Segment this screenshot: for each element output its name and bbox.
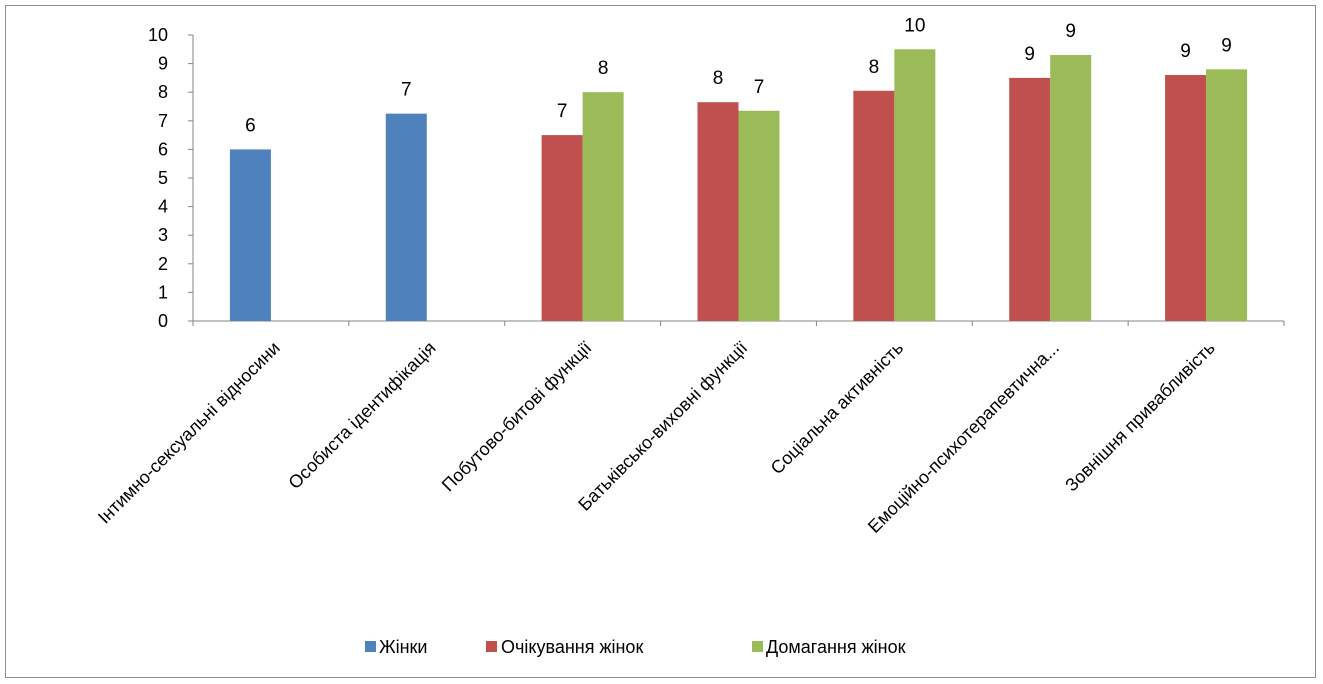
chart-frame — [5, 5, 1316, 678]
data-label: 9 — [1065, 21, 1076, 42]
y-tick-label: 5 — [158, 168, 168, 188]
data-label: 7 — [557, 101, 568, 122]
data-labels: 6 7 7 8 8 7 8 10 9 9 9 9 — [245, 15, 1232, 136]
data-label: 7 — [754, 77, 765, 98]
data-label: 7 — [401, 80, 412, 101]
bar — [1206, 69, 1248, 321]
data-label: 8 — [598, 58, 609, 79]
bar — [697, 102, 739, 322]
legend-label: Домагання жінок — [766, 637, 906, 657]
legend-swatch — [486, 641, 497, 652]
data-label: 10 — [904, 15, 925, 36]
y-tick-label: 10 — [148, 25, 168, 45]
y-tick-label: 2 — [158, 254, 168, 274]
bar — [541, 135, 583, 321]
y-tick-label: 3 — [158, 225, 168, 245]
y-tick-label: 1 — [158, 282, 168, 302]
bar — [853, 90, 895, 322]
y-tick-label: 9 — [158, 54, 168, 74]
bar — [1050, 55, 1092, 322]
data-label: 8 — [869, 57, 880, 78]
axes: 0 1 2 3 4 5 6 7 8 9 10 Інтимно-сексуальні відносини… — [94, 25, 1285, 537]
category-label: Батьківсько-виховні функції — [574, 338, 751, 515]
bar — [229, 149, 271, 321]
y-tick-label: 7 — [158, 111, 168, 131]
legend-swatch — [752, 641, 763, 652]
y-tick-label: 6 — [158, 139, 168, 159]
bar — [582, 92, 624, 321]
category-label: Соціальна активність — [767, 338, 907, 478]
y-tick-label: 0 — [158, 311, 168, 331]
category-label: Емоційно-психотерапевтична... — [864, 338, 1063, 537]
category-label: Інтимно-сексуальні відносини — [94, 338, 284, 528]
legend: Жінки Очікування жінок Домагання жінок — [365, 637, 906, 657]
legend-label: Жінки — [379, 637, 428, 657]
category-label: Зовнішня привабливість — [1061, 338, 1219, 496]
data-label: 9 — [1221, 35, 1232, 56]
category-label: Особиста ідентифікація — [284, 338, 439, 493]
y-tick-label: 4 — [158, 197, 168, 217]
bar — [1009, 77, 1051, 322]
y-tick-label: 8 — [158, 82, 168, 102]
bar — [738, 110, 780, 321]
bar — [894, 49, 936, 322]
bar — [385, 113, 427, 322]
legend-label: Очікування жінок — [501, 637, 643, 657]
data-label: 9 — [1180, 41, 1191, 62]
data-label: 9 — [1024, 44, 1035, 65]
bar — [1165, 75, 1207, 321]
data-label: 6 — [245, 115, 256, 136]
data-label: 8 — [713, 68, 724, 89]
bars — [229, 49, 1248, 322]
legend-swatch — [365, 641, 376, 652]
category-label: Побутово-битові функції — [438, 338, 596, 496]
